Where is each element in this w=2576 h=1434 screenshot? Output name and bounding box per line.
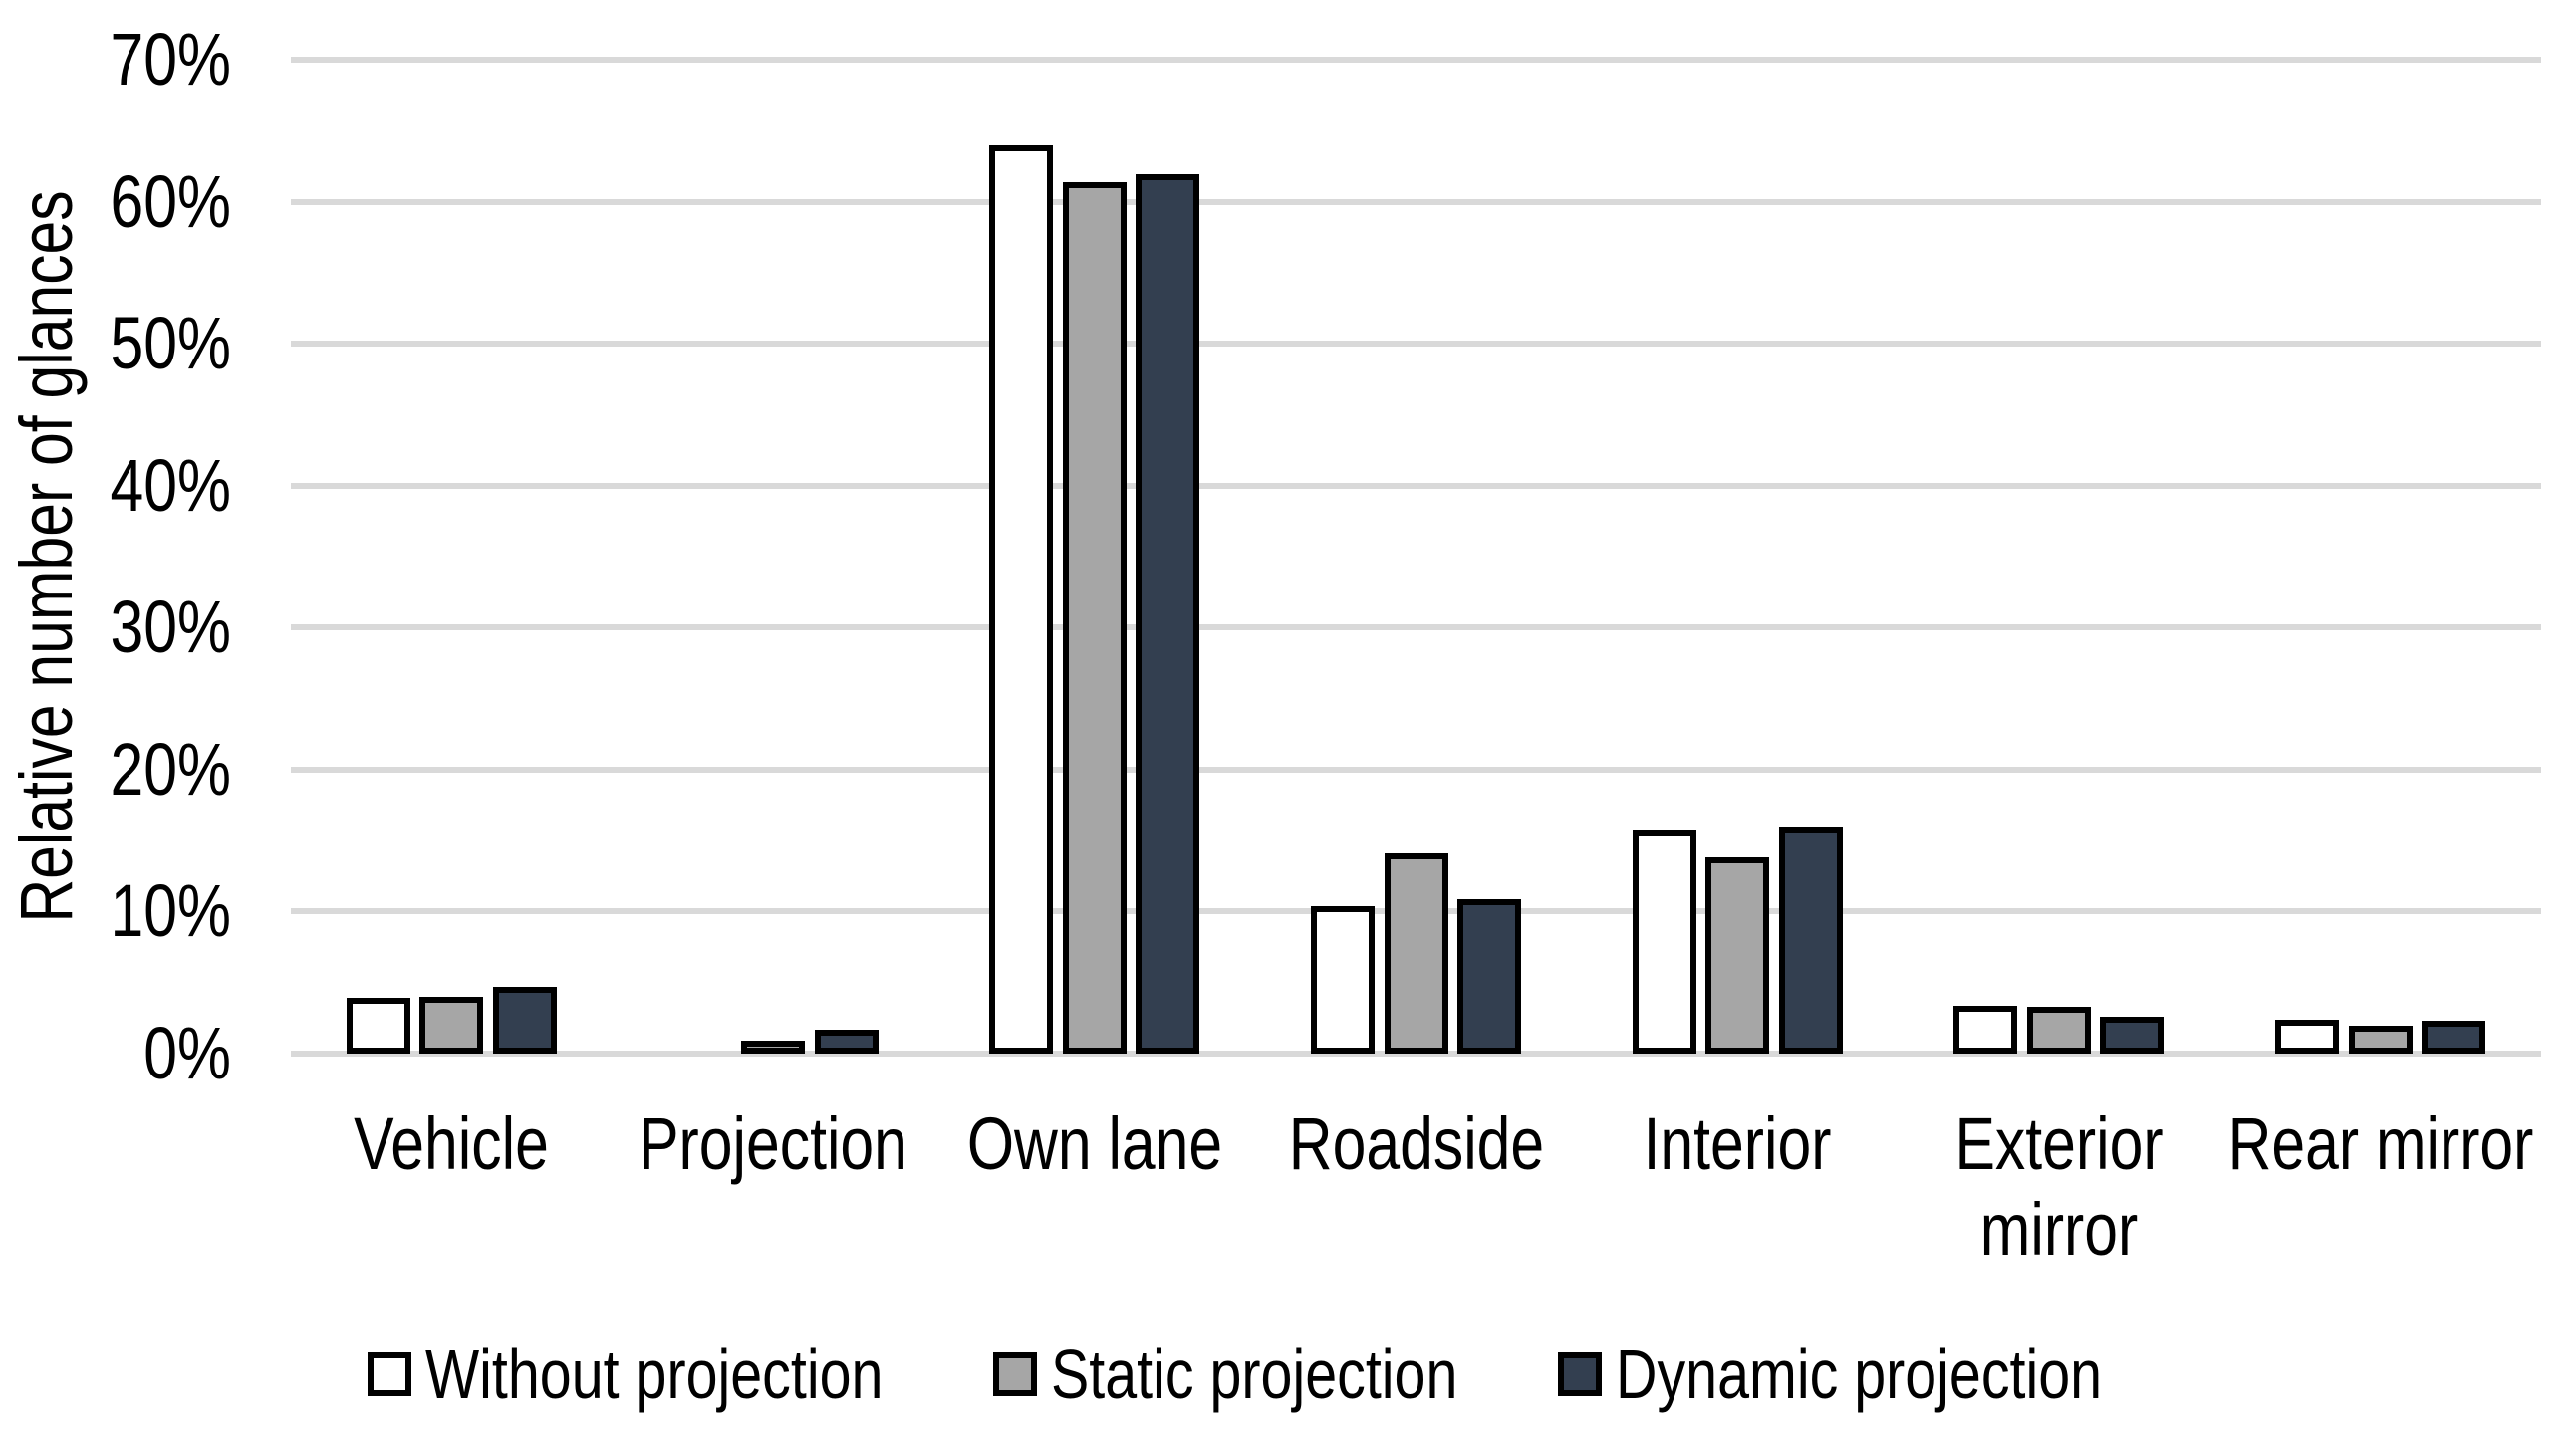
- y-tick-label-10-: 10%: [110, 869, 231, 953]
- bar-vehicle-static-projection: [419, 996, 484, 1054]
- y-tick-label-50-: 50%: [110, 302, 231, 385]
- y-tick-label-0-: 0%: [143, 1012, 231, 1094]
- bar-roadside-dynamic-projection: [1457, 898, 1521, 1054]
- gridline-70pct: [291, 57, 2541, 63]
- y-tick-label-60-: 60%: [110, 159, 231, 243]
- y-tick-label-40-: 40%: [110, 443, 231, 527]
- x-category-label-rear-mirror: Rear mirror: [2227, 1102, 2534, 1185]
- bar-interior-dynamic-projection: [1778, 826, 1843, 1054]
- chart-legend: Without projection Static projection Dynam…: [0, 1335, 2576, 1413]
- y-tick-label-70-: 70%: [110, 18, 231, 101]
- gridline-30pct: [291, 624, 2541, 631]
- bar-vehicle-without-projection: [346, 998, 410, 1054]
- legend-swatch-static-projection: [993, 1352, 1038, 1396]
- bar-group-vehicle: [346, 60, 557, 1054]
- bar-exterior-mirror-without-projection: [1953, 1005, 2018, 1054]
- bar-rear-mirror-dynamic-projection: [2422, 1021, 2486, 1054]
- bar-projection-static-projection: [741, 1041, 806, 1054]
- bar-group-exterior-mirror: [1953, 60, 2165, 1054]
- bar-exterior-mirror-static-projection: [2026, 1006, 2091, 1054]
- bar-group-projection: [668, 60, 879, 1054]
- bar-group-own-lane: [989, 60, 1200, 1054]
- bar-group-rear-mirror: [2275, 60, 2486, 1054]
- bar-rear-mirror-static-projection: [2348, 1025, 2413, 1054]
- bar-interior-static-projection: [1705, 857, 1770, 1054]
- bar-group-interior: [1632, 60, 1843, 1054]
- bar-projection-dynamic-projection: [814, 1029, 879, 1054]
- x-category-label-roadside: Roadside: [1288, 1102, 1544, 1185]
- x-category-label-exterior-mirror: Exterior mirror: [1954, 1102, 2164, 1271]
- bar-exterior-mirror-dynamic-projection: [2100, 1016, 2165, 1054]
- legend-label-static-projection: Static projection: [1051, 1335, 1458, 1413]
- x-category-label-vehicle: Vehicle: [354, 1102, 550, 1185]
- gridline-60pct: [291, 198, 2541, 205]
- x-category-label-projection: Projection: [639, 1102, 907, 1185]
- plot-area: [291, 57, 2541, 1057]
- bar-roadside-static-projection: [1384, 852, 1448, 1054]
- y-tick-label-30-: 30%: [110, 586, 231, 669]
- gridline-40pct: [291, 482, 2541, 489]
- bar-rear-mirror-without-projection: [2275, 1019, 2340, 1054]
- bar-own-lane-static-projection: [1062, 181, 1127, 1054]
- bar-own-lane-without-projection: [989, 144, 1054, 1054]
- legend-swatch-dynamic-projection: [1557, 1352, 1602, 1396]
- legend-swatch-without-projection: [368, 1352, 412, 1396]
- bar-roadside-without-projection: [1311, 905, 1375, 1054]
- gridline-50pct: [291, 341, 2541, 348]
- gridline-0pct: [291, 1051, 2541, 1057]
- x-category-label-own-lane: Own lane: [966, 1102, 1222, 1185]
- legend-label-without-projection: Without projection: [425, 1335, 884, 1413]
- y-tick-label-20-: 20%: [110, 727, 231, 811]
- gridline-20pct: [291, 766, 2541, 773]
- bar-interior-without-projection: [1632, 829, 1696, 1054]
- legend-item-without-projection: Without projection: [368, 1335, 983, 1413]
- legend-item-dynamic-projection: Dynamic projection: [1557, 1335, 2208, 1413]
- bar-vehicle-dynamic-projection: [492, 987, 557, 1054]
- bar-own-lane-dynamic-projection: [1136, 174, 1200, 1054]
- x-category-label-interior: Interior: [1643, 1102, 1832, 1185]
- legend-item-static-projection: Static projection: [993, 1335, 1547, 1413]
- bar-group-roadside: [1311, 60, 1521, 1054]
- legend-label-dynamic-projection: Dynamic projection: [1615, 1335, 2102, 1413]
